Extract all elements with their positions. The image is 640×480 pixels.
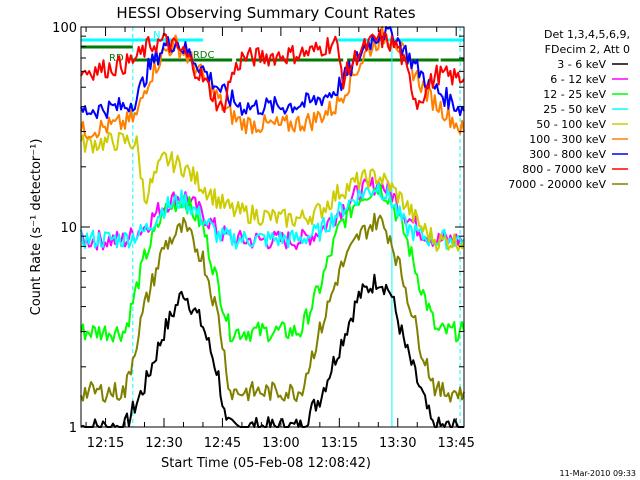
flag-bars: N RD RDC <box>81 30 464 64</box>
y-tick-label-2: 100 <box>52 21 77 36</box>
x-tick-label-3: 13:00 <box>262 436 299 451</box>
series-line-100-300-kev <box>80 26 465 140</box>
series-line-12-25-kev <box>80 183 465 343</box>
legend-header-1: FDecim 2, Att 0 <box>545 43 630 56</box>
legend-label-4: 50 - 100 keV <box>536 118 606 131</box>
x-tick-label-4: 13:15 <box>321 436 358 451</box>
y-axis: 1 10 100 <box>52 21 464 436</box>
series-line-800-7000-kev <box>80 29 465 114</box>
legend-label-8: 7000 - 20000 keV <box>508 178 606 191</box>
flag-label-rdc: RDC <box>193 50 215 61</box>
data-series <box>80 26 465 428</box>
chart-title: HESSI Observing Summary Count Rates <box>116 4 415 22</box>
x-tick-label-1: 12:30 <box>145 436 182 451</box>
legend-label-7: 800 - 7000 keV <box>522 163 606 176</box>
legend-label-1: 6 - 12 keV <box>550 73 606 86</box>
x-axis: 12:15 12:30 12:45 13:00 13:15 13:30 13:45 <box>85 27 475 451</box>
y-tick-label-1: 10 <box>60 221 77 236</box>
series-line-7000-20000-kev <box>80 212 465 403</box>
legend-label-3: 25 - 50 keV <box>543 103 606 116</box>
x-tick-label-0: 12:15 <box>87 436 124 451</box>
x-axis-label: Start Time (05-Feb-08 12:08:42) <box>161 456 371 471</box>
x-tick-label-2: 12:45 <box>204 436 241 451</box>
y-tick-label-0: 1 <box>69 421 77 436</box>
legend-label-2: 12 - 25 keV <box>543 88 606 101</box>
flag-label-n: N <box>153 30 160 41</box>
legend-label-5: 100 - 300 keV <box>529 133 606 146</box>
legend-label-6: 300 - 800 keV <box>529 148 606 161</box>
legend-header-0: Det 1,3,4,5,6,9, <box>544 28 630 41</box>
series-line-3-6-kev <box>80 273 464 428</box>
y-axis-label: Count Rate (s⁻¹ detector⁻¹) <box>29 139 44 316</box>
series-line-50-100-kev <box>80 131 465 252</box>
footer-date: 11-Mar-2010 09:33 <box>560 469 637 478</box>
legend: Det 1,3,4,5,6,9, FDecim 2, Att 0 3 - 6 keV… <box>508 28 630 191</box>
flag-label-rd: RD <box>109 53 124 64</box>
series-line-25-50-kev <box>80 182 465 250</box>
x-tick-label-5: 13:30 <box>379 436 416 451</box>
x-tick-label-6: 13:45 <box>437 436 474 451</box>
legend-label-0: 3 - 6 keV <box>557 58 606 71</box>
